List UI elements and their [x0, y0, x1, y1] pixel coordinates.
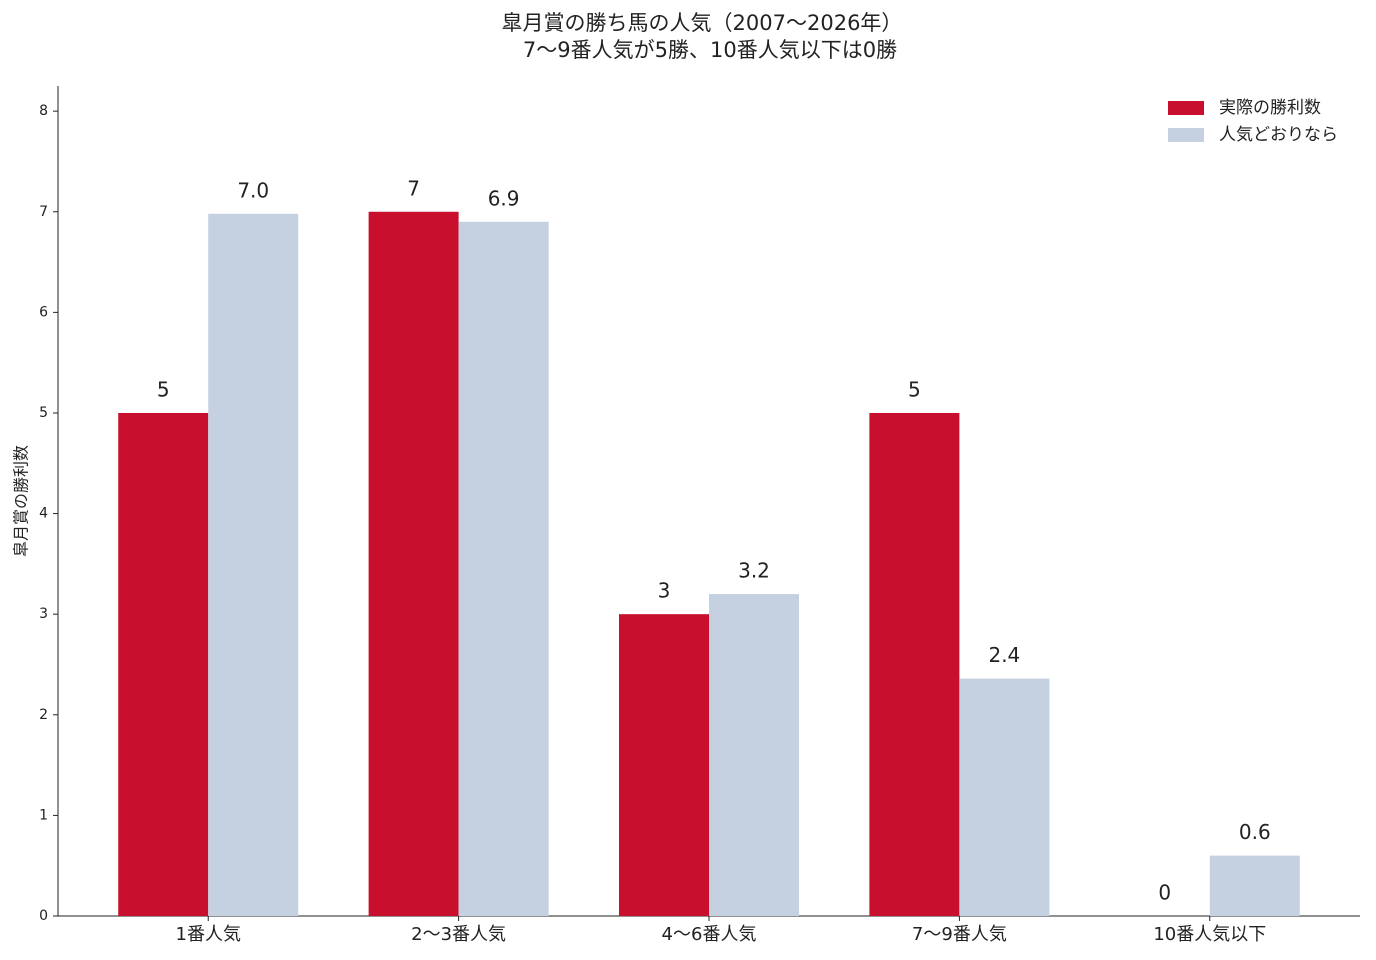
value-label: 5 [157, 377, 170, 401]
y-tick-label: 4 [39, 506, 48, 522]
value-label: 5 [908, 377, 921, 401]
value-label: 0 [1158, 881, 1171, 905]
bar [1209, 855, 1300, 916]
value-label: 3 [658, 579, 671, 603]
chart-subtitle: 7〜9番人気が5勝、10番人気以下は0勝 [523, 38, 897, 62]
x-tick-label: 2〜3番人気 [411, 924, 506, 945]
value-label: 6.9 [488, 186, 520, 210]
bar [208, 213, 299, 916]
y-tick-label: 5 [39, 405, 48, 421]
value-label: 7.0 [237, 178, 269, 202]
value-label: 0.6 [1239, 820, 1271, 844]
y-tick-label: 1 [39, 807, 48, 823]
y-tick-label: 3 [39, 606, 48, 622]
x-tick-label: 7〜9番人気 [912, 924, 1007, 945]
y-tick-label: 7 [39, 204, 48, 220]
value-label: 7 [407, 176, 420, 200]
x-tick-label: 10番人気以下 [1153, 924, 1266, 945]
bar [118, 412, 209, 916]
x-tick-label: 4〜6番人気 [662, 924, 757, 945]
legend-swatch [1168, 101, 1204, 115]
bar [619, 614, 709, 916]
bar [458, 221, 549, 916]
y-tick-label: 2 [39, 707, 48, 723]
chart-title: 皐月賞の勝ち馬の人気（2007〜2026年） [502, 11, 903, 35]
bar [368, 211, 459, 916]
y-tick-label: 0 [39, 908, 48, 924]
legend-label: 実際の勝利数 [1219, 98, 1321, 118]
legend-swatch [1168, 128, 1204, 142]
y-tick-label: 8 [39, 103, 48, 119]
bar [869, 412, 960, 916]
legend-label: 人気どおりなら [1219, 125, 1338, 145]
value-label: 2.4 [988, 643, 1020, 667]
x-tick-label: 1番人気 [176, 924, 241, 945]
bar [959, 678, 1050, 916]
value-label: 3.2 [738, 559, 770, 583]
bar [709, 594, 799, 916]
y-axis-label: 皐月賞の勝利数 [12, 445, 31, 557]
y-tick-label: 6 [39, 304, 48, 320]
